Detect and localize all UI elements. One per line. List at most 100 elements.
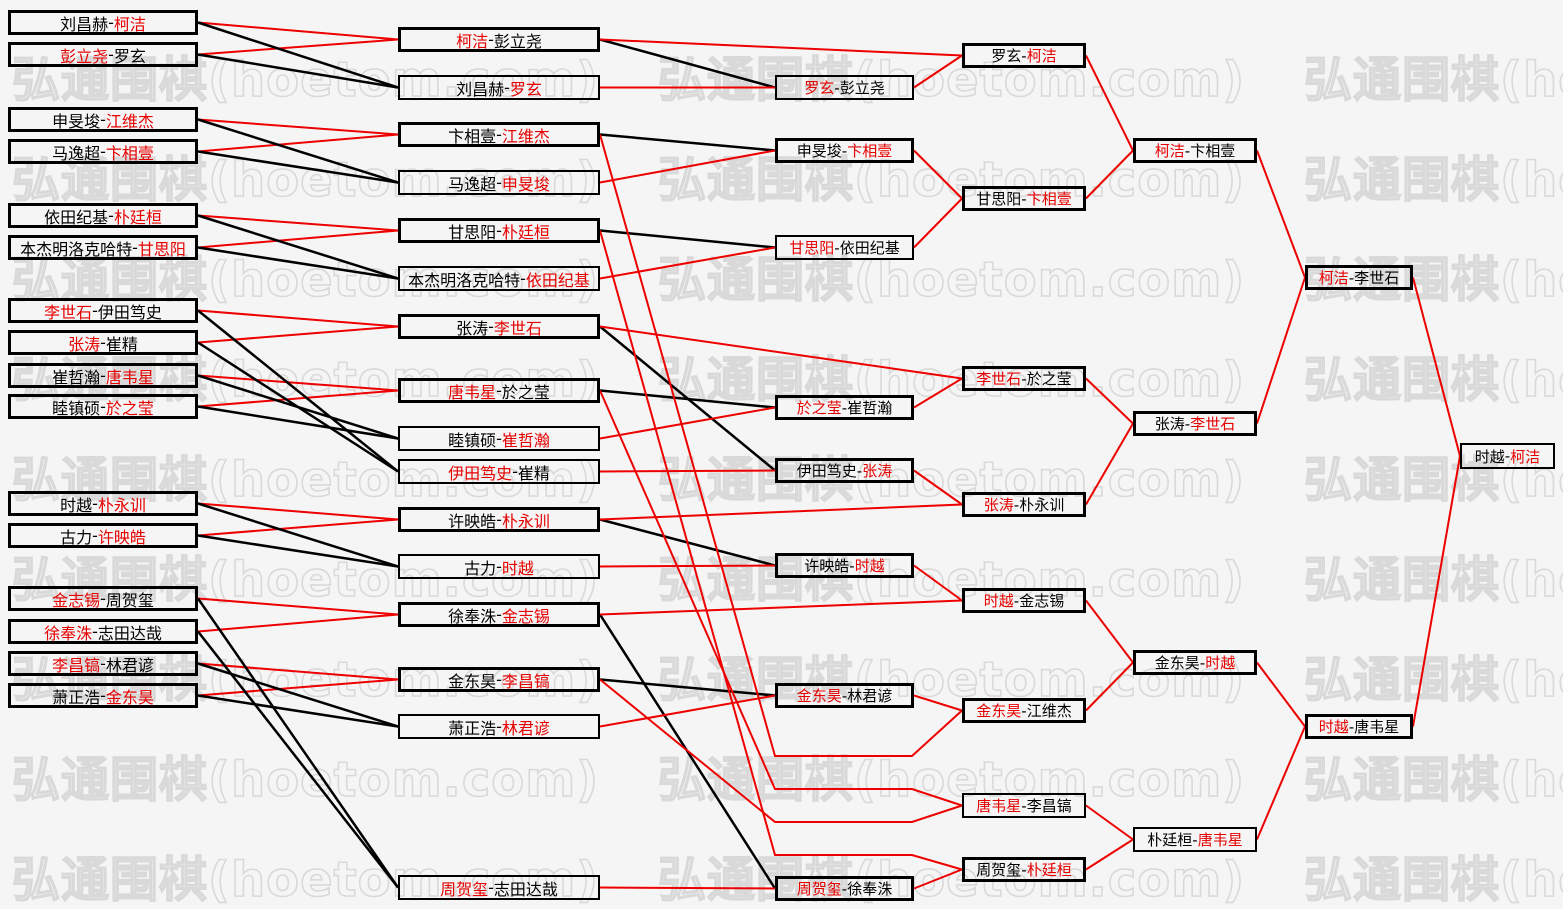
match-box: 罗玄 - 彭立尧 <box>775 75 914 100</box>
match-box: 萧正浩 - 金东昊 <box>8 683 198 708</box>
match-box: 柯洁 - 李世石 <box>1305 265 1413 290</box>
winner-path-line <box>599 246 776 280</box>
watermark-text: 弘通围棋(hoetom.com) <box>11 151 600 209</box>
match-box: 金东昊 - 江维杰 <box>962 698 1086 723</box>
player-name-right: 时越 <box>854 557 885 575</box>
versus-dash: - <box>856 461 863 480</box>
versus-dash: - <box>1184 414 1191 433</box>
versus-dash: - <box>512 462 518 481</box>
winner-path-line <box>1085 599 1134 664</box>
player-name-left: 周贺玺 <box>976 861 1022 879</box>
player-name-right: 卞相壹 <box>1026 190 1072 208</box>
versus-dash: - <box>1021 796 1027 815</box>
player-name-right: 李世石 <box>1354 269 1400 287</box>
player-name-right: 唐韦星 <box>1197 831 1243 849</box>
player-name-left: 张涛 <box>456 318 489 338</box>
versus-dash: - <box>488 317 494 336</box>
versus-dash: - <box>841 879 848 898</box>
loser-path-line <box>197 662 399 728</box>
player-name-right: 於之莹 <box>105 398 154 418</box>
player-name-right: 崔精 <box>105 334 138 354</box>
player-name-right: 崔哲瀚 <box>501 430 550 450</box>
player-name-left: 刘昌赫 <box>60 14 109 34</box>
versus-dash: - <box>132 238 138 257</box>
player-name-right: 唐韦星 <box>105 367 154 387</box>
watermark-text: 弘通围棋(hoetom.com) <box>657 451 1246 509</box>
player-name-right: 江维杰 <box>105 111 154 131</box>
player-name-right: 罗玄 <box>509 79 542 99</box>
versus-dash: - <box>108 206 114 225</box>
winner-path-line <box>1085 55 1134 151</box>
match-box: 古力 - 时越 <box>398 554 600 579</box>
watermark-text: 弘通围棋(hoetom.com) <box>11 651 600 709</box>
winner-path-line <box>1085 377 1134 425</box>
player-name-right: 林君谚 <box>501 718 550 738</box>
loser-path-line <box>599 133 776 152</box>
player-name-left: 时越 <box>983 592 1014 610</box>
versus-dash: - <box>841 686 848 705</box>
player-name-left: 金东昊 <box>1154 654 1200 672</box>
winner-path-line <box>197 613 399 633</box>
match-box: 甘思阳 - 依田纪基 <box>775 235 914 260</box>
versus-dash: - <box>504 78 510 97</box>
versus-dash: - <box>108 13 114 32</box>
match-box: 古力 - 许映皓 <box>8 523 198 548</box>
match-box: 柯洁 - 卞相壹 <box>1133 138 1257 163</box>
watermark-text: 弘通围棋(hoetom.com) <box>1303 851 1563 909</box>
loser-path-line <box>197 118 399 184</box>
player-name-left: 伊田笃史 <box>796 462 857 480</box>
player-name-right: 朴廷桓 <box>501 222 550 242</box>
versus-dash: - <box>496 670 502 689</box>
versus-dash: - <box>520 269 526 288</box>
player-name-left: 马逸超 <box>448 174 497 194</box>
winner-path-line <box>197 678 399 697</box>
match-box: 本杰明洛克哈特 - 甘思阳 <box>8 235 198 260</box>
player-name-left: 金志锡 <box>52 590 101 610</box>
player-name-right: 时越 <box>1205 654 1236 672</box>
player-name-right: 徐奉洙 <box>847 880 893 898</box>
player-name-right: 李世石 <box>1190 415 1236 433</box>
loser-path-line <box>197 694 399 728</box>
match-box: 时越 - 朴永训 <box>8 491 198 516</box>
versus-dash: - <box>496 173 502 192</box>
player-name-left: 李世石 <box>44 302 93 322</box>
versus-dash: - <box>108 45 114 64</box>
winner-path-line <box>913 564 963 602</box>
winner-path-line <box>599 325 963 380</box>
match-box: 卞相壹 - 江维杰 <box>398 122 600 147</box>
watermark-text: 弘通围棋(hoetom.com) <box>657 751 1246 809</box>
match-box: 周贺玺 - 朴廷桓 <box>962 857 1086 882</box>
versus-dash: - <box>841 398 848 417</box>
versus-dash: - <box>496 605 502 624</box>
winner-path-line <box>197 133 399 153</box>
watermark-text: 弘通围棋(hoetom.com) <box>11 551 600 609</box>
match-box: 於之莹 - 崔哲瀚 <box>775 395 914 420</box>
watermark-text: 弘通围棋(hoetom.com) <box>657 51 1246 109</box>
player-name-right: 李世石 <box>493 318 542 338</box>
loser-path-line <box>196 597 400 889</box>
winner-path-line <box>197 374 399 392</box>
player-name-left: 金东昊 <box>796 687 842 705</box>
match-box: 马逸超 - 申旻埈 <box>398 170 600 195</box>
winner-path-line <box>197 389 399 408</box>
watermark-text: 弘通围棋(hoetom.com) <box>657 851 1246 909</box>
player-name-left: 张涛 <box>1154 415 1185 433</box>
player-name-left: 柯洁 <box>1318 269 1349 287</box>
player-name-right: 朴永训 <box>501 511 550 531</box>
loser-path-line <box>599 229 776 249</box>
match-box: 依田纪基 - 朴廷桓 <box>8 203 198 228</box>
winner-path-line <box>1085 661 1134 712</box>
player-name-left: 古力 <box>464 558 497 578</box>
winner-path-line <box>599 694 776 728</box>
versus-dash: - <box>488 878 494 897</box>
player-name-left: 甘思阳 <box>789 239 835 257</box>
loser-path-line <box>197 374 399 440</box>
loser-path-line <box>599 389 776 409</box>
player-name-left: 古力 <box>60 527 93 547</box>
match-box: 萧正浩 - 林君谚 <box>398 714 600 739</box>
match-box: 时越 - 唐韦星 <box>1305 714 1413 739</box>
player-name-left: 时越 <box>1318 718 1349 736</box>
match-box: 崔哲瀚 - 唐韦星 <box>8 363 198 388</box>
winner-path-line <box>1256 150 1306 278</box>
